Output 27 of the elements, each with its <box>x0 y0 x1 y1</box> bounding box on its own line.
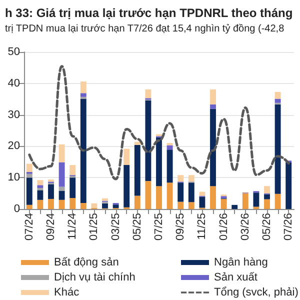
legend-label: Dịch vụ tài chính <box>54 272 136 284</box>
legend-label: Sản xuất <box>214 272 258 284</box>
x-tick-label: 09/24 <box>45 213 57 241</box>
legend-label: Khác <box>54 286 80 298</box>
x-tick-label: 03/26 <box>239 213 252 241</box>
legend-label: Ngân hàng <box>214 256 268 268</box>
chart-subtitle: trị TPDN mua lại trước hạn T7/26 đạt 15,4 nghìn tỷ đồng (-42,8 <box>5 24 285 34</box>
x-tick-label: 11/25 <box>196 213 208 240</box>
x-tick-label: 01/26 <box>218 213 230 241</box>
x-tick-label: 05/26 <box>261 213 273 241</box>
x-tick-label: 01/25 <box>88 213 100 241</box>
x-tick-label: 11/24 <box>66 213 79 240</box>
x-tick-label: 09/25 <box>174 213 187 241</box>
y-tick-label: 50 <box>8 46 20 58</box>
legend-label: Tổng (svck, phải) <box>214 286 298 298</box>
x-tick-label: 07/26 <box>282 213 295 241</box>
legend-label: Bất động sản <box>54 256 119 268</box>
y-tick-label: 10 <box>8 172 20 184</box>
x-tick-label: 07/24 <box>23 213 36 241</box>
y-tick-label: 20 <box>8 140 20 152</box>
x-tick-label: 03/25 <box>110 213 122 241</box>
chart-title: h 33: Giá trị mua lại trước hạn TPDNRL theo tháng <box>5 6 293 20</box>
x-tick-label: 05/25 <box>131 213 144 241</box>
x-tick-label: 07/25 <box>153 213 165 241</box>
y-tick-label: 0 <box>14 203 20 215</box>
y-tick-label: 40 <box>8 77 20 90</box>
y-tick-label: 30 <box>8 108 20 121</box>
